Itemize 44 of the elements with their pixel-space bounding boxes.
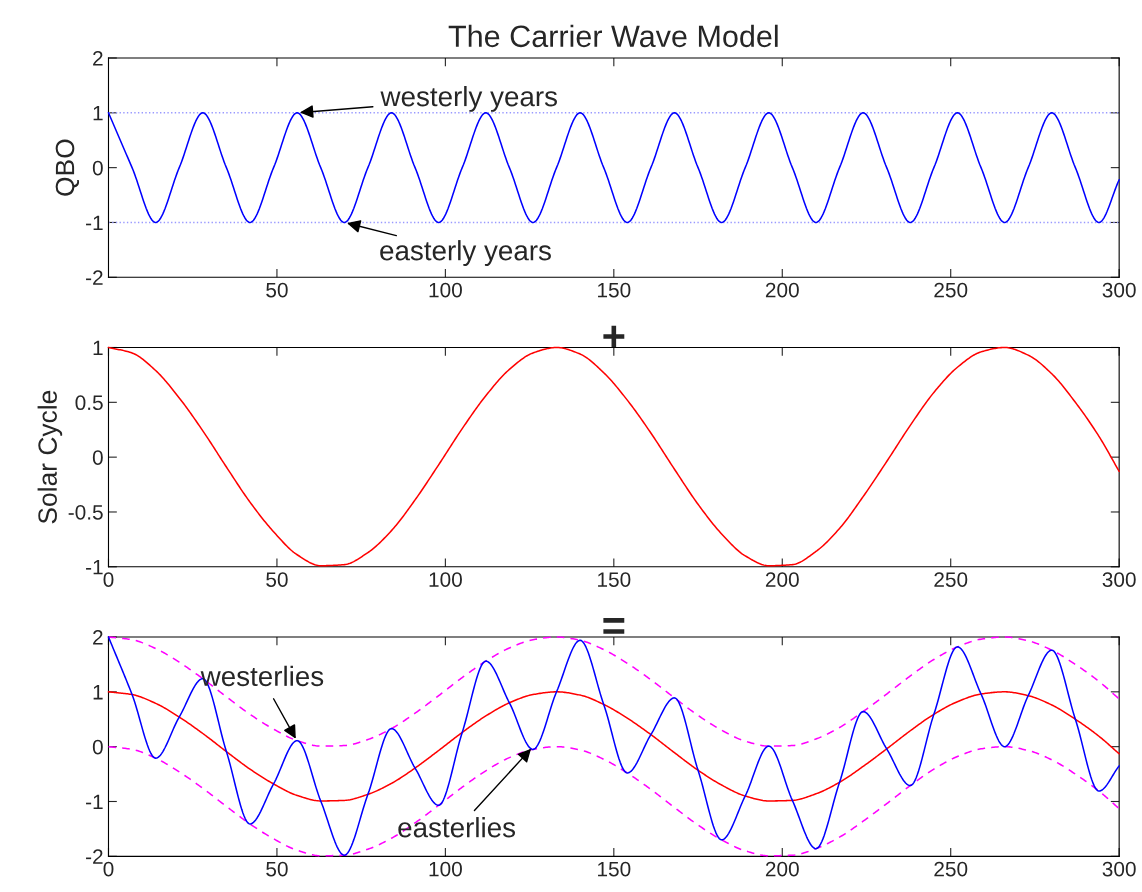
- x-tick-label: 250: [934, 282, 968, 298]
- chart-title: The Carrier Wave Model: [448, 24, 778, 48]
- x-tick-label: 200: [765, 282, 799, 298]
- x-tick-label: 300: [1102, 861, 1136, 877]
- y-tick-label: -1: [86, 794, 103, 810]
- y-tick-label: 2: [93, 50, 103, 66]
- y-tick-label: 1: [93, 106, 103, 121]
- x-tick-label: 200: [765, 861, 799, 877]
- y-tick-label: -2: [86, 849, 103, 864]
- chart-title: +: [603, 325, 625, 347]
- y-tick-label: 1: [93, 685, 103, 700]
- x-tick-label: 300: [1102, 282, 1136, 298]
- y-tick-label: 0: [92, 160, 103, 176]
- annotation: westerly years: [380, 85, 557, 112]
- x-tick-label: 50: [266, 861, 288, 877]
- x-tick-label: 300: [1102, 572, 1136, 587]
- y-axis-title: QBO: [55, 139, 80, 196]
- y-tick-label: 0.5: [75, 395, 103, 411]
- chart-title: =: [603, 618, 625, 634]
- annotation: easterly years: [380, 240, 551, 266]
- x-tick-label: 250: [934, 572, 968, 587]
- y-tick-label: 0: [92, 739, 103, 755]
- x-tick-label: 100: [429, 572, 462, 587]
- x-tick-label: 150: [598, 861, 631, 877]
- x-tick-label: 50: [266, 282, 288, 298]
- y-tick-label: -1: [86, 215, 103, 231]
- x-tick-label: 150: [598, 572, 631, 587]
- x-tick-label: 100: [429, 282, 462, 298]
- x-tick-label: 0: [103, 572, 114, 587]
- y-axis-title: Solar Cycle: [37, 390, 63, 524]
- y-tick-label: -2: [86, 270, 103, 285]
- x-tick-label: 150: [598, 282, 631, 298]
- x-tick-label: 0: [103, 861, 114, 877]
- y-tick-label: 2: [93, 630, 103, 645]
- y-tick-label: -1: [86, 560, 103, 575]
- x-tick-label: 250: [934, 861, 968, 877]
- x-tick-label: 50: [266, 572, 288, 587]
- annotation: easterlies: [398, 817, 516, 838]
- y-tick-label: 0: [92, 450, 103, 465]
- annotation: westerlies: [200, 665, 324, 687]
- y-tick-label: 1: [93, 340, 103, 356]
- x-tick-label: 100: [429, 861, 462, 877]
- x-tick-label: 200: [765, 572, 799, 587]
- y-tick-label: -0.5: [68, 504, 103, 520]
